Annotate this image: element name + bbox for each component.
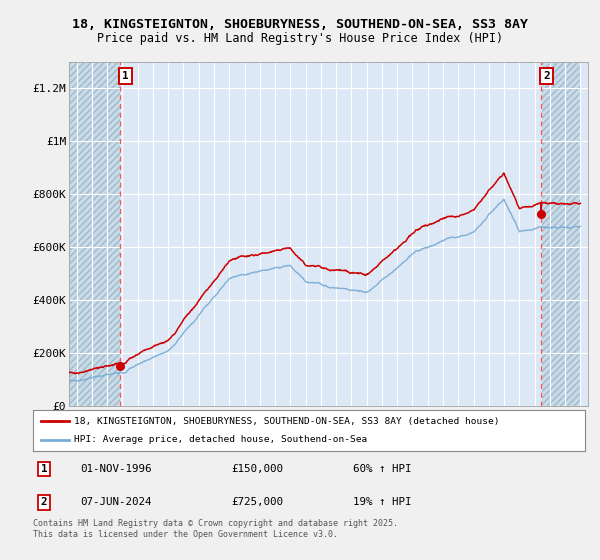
Text: HPI: Average price, detached house, Southend-on-Sea: HPI: Average price, detached house, Sout…	[74, 436, 368, 445]
Text: £150,000: £150,000	[232, 464, 284, 474]
Text: 1: 1	[122, 71, 129, 81]
Text: Price paid vs. HM Land Registry's House Price Index (HPI): Price paid vs. HM Land Registry's House …	[97, 32, 503, 45]
Text: 2: 2	[41, 497, 47, 507]
Text: 60% ↑ HPI: 60% ↑ HPI	[353, 464, 412, 474]
Text: 18, KINGSTEIGNTON, SHOEBURYNESS, SOUTHEND-ON-SEA, SS3 8AY: 18, KINGSTEIGNTON, SHOEBURYNESS, SOUTHEN…	[72, 18, 528, 31]
Text: 01-NOV-1996: 01-NOV-1996	[80, 464, 151, 474]
Text: 2: 2	[544, 71, 550, 81]
Text: £725,000: £725,000	[232, 497, 284, 507]
Text: 19% ↑ HPI: 19% ↑ HPI	[353, 497, 412, 507]
Text: 07-JUN-2024: 07-JUN-2024	[80, 497, 151, 507]
Text: Contains HM Land Registry data © Crown copyright and database right 2025.
This d: Contains HM Land Registry data © Crown c…	[33, 519, 398, 539]
Text: 18, KINGSTEIGNTON, SHOEBURYNESS, SOUTHEND-ON-SEA, SS3 8AY (detached house): 18, KINGSTEIGNTON, SHOEBURYNESS, SOUTHEN…	[74, 417, 500, 426]
Text: 1: 1	[41, 464, 47, 474]
